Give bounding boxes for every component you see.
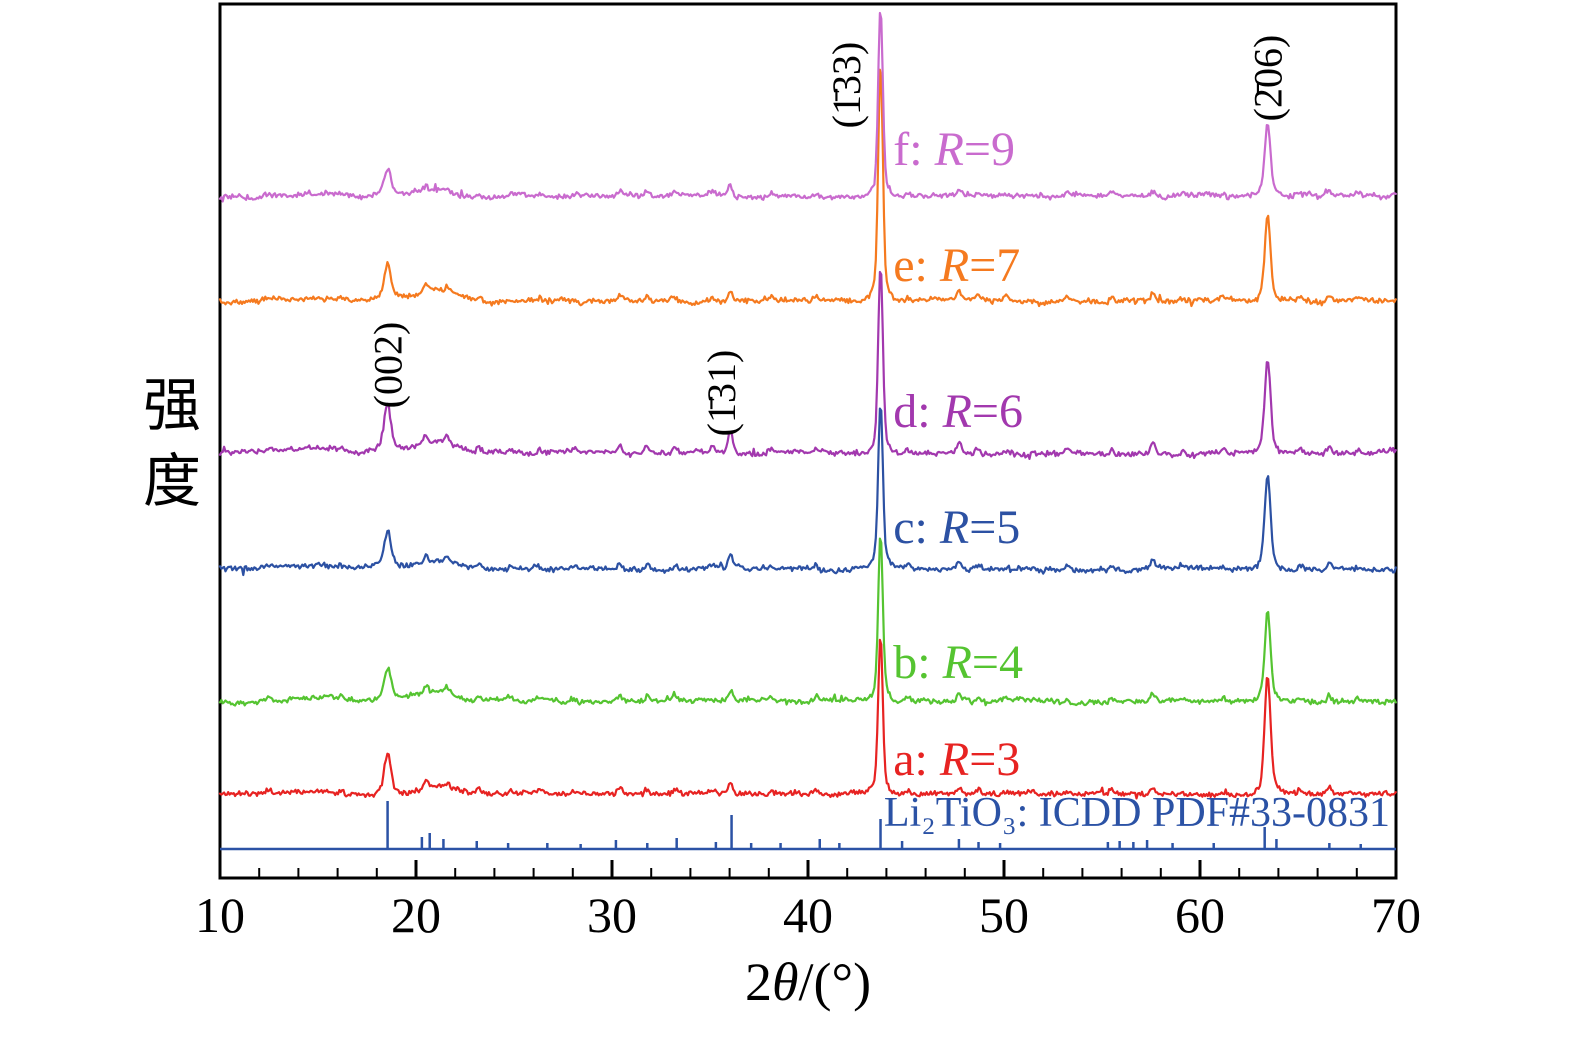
xrd-trace-c	[218, 407, 1397, 577]
peak-annotations: (002) (1̄31) (1̄33) (2̄06)	[366, 35, 1291, 437]
x-tick-label: 30	[587, 887, 637, 943]
xrd-trace-a	[218, 638, 1397, 800]
peak-annotation: (2̄06)	[1246, 35, 1291, 122]
y-axis-title-char: 度	[143, 449, 201, 514]
series-labels: a: R=3 b: R=4 c: R=5 d: R=6 e: R=7 f: R=9	[893, 123, 1023, 786]
xrd-trace-f	[218, 11, 1397, 203]
series-label-b: b: R=4	[893, 636, 1023, 689]
series-label-e: e: R=7	[893, 239, 1020, 292]
xrd-trace-e	[218, 68, 1397, 308]
series-label-f: f: R=9	[893, 123, 1015, 176]
series-label-d: d: R=6	[893, 385, 1023, 438]
x-axis-title: 2θ/(°)	[745, 952, 871, 1012]
x-tick-label: 60	[1175, 887, 1225, 943]
series-label-c: c: R=5	[893, 501, 1020, 554]
x-tick-label: 40	[783, 887, 833, 943]
peak-annotation: (1̄31)	[699, 350, 744, 437]
axes	[218, 2, 1398, 880]
peak-annotation: (002)	[366, 322, 411, 409]
reference-pattern: Li₂TiO₃: ICDD PDF#33-0831	[220, 790, 1396, 851]
plot-border	[218, 2, 1398, 880]
peak-annotation: (1̄33)	[824, 42, 869, 129]
x-tick-label: 20	[391, 887, 441, 943]
y-axis-title-char: 强	[143, 373, 201, 438]
x-tick-label: 50	[979, 887, 1029, 943]
xrd-trace-d	[218, 270, 1397, 460]
x-tick-label: 10	[195, 887, 245, 943]
xrd-traces	[218, 11, 1397, 800]
x-tick-label: 70	[1371, 887, 1421, 943]
series-label-a: a: R=3	[893, 733, 1020, 786]
xrd-trace-b	[218, 537, 1397, 707]
axis-labels: 10 20 30 40 50 60 70 2θ/(°) 强度	[143, 373, 1421, 1012]
